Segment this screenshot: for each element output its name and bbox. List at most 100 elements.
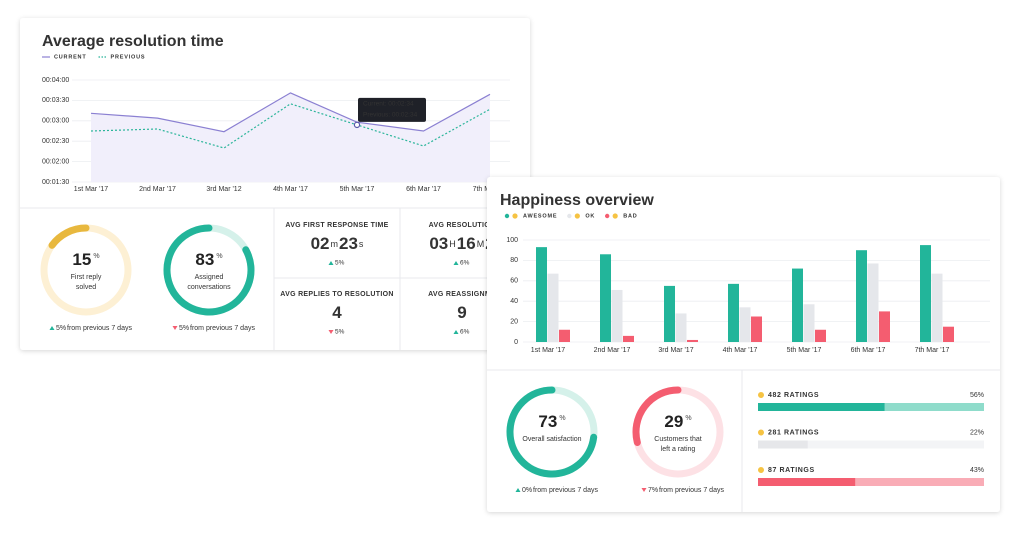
y-tick-label: 20 <box>510 318 518 325</box>
legend-label: OK <box>585 213 595 219</box>
legend-label: BAD <box>623 213 637 219</box>
rating-label: 87 RATINGS <box>768 467 815 474</box>
legend-swatch <box>604 213 610 219</box>
rating-label: 281 RATINGS <box>768 429 819 436</box>
x-tick-label: 4th Mar '17 <box>273 186 308 193</box>
x-tick-label: 2nd Mar '17 <box>594 347 631 354</box>
rating-bar <box>758 440 808 449</box>
y-tick-label: 80 <box>510 257 518 264</box>
metric-unit: s <box>359 239 364 249</box>
donut-arc <box>506 386 598 478</box>
bar <box>751 316 762 342</box>
y-tick-label: 100 <box>506 237 518 244</box>
bar <box>611 289 623 342</box>
donut-arc <box>632 386 682 446</box>
metric-value: 4 <box>332 303 342 322</box>
rating-share: 22% <box>970 429 984 436</box>
x-tick-label: 5th Mar '17 <box>340 186 375 193</box>
rating-icon <box>758 429 764 436</box>
trend-arrow <box>328 330 334 334</box>
rating-share: 56% <box>970 392 984 399</box>
x-tick-label: 1st Mar '17 <box>74 186 109 193</box>
y-tick-label: 00:04:00 <box>42 77 69 84</box>
bar <box>739 307 751 342</box>
metric-title: AVG RESOLUTION <box>429 222 496 229</box>
change-value: 6% <box>460 260 470 267</box>
change-note: from previous 7 days <box>659 487 724 494</box>
legend-icon <box>574 213 580 219</box>
donut-unit: % <box>559 415 565 422</box>
rating-bar <box>758 478 856 486</box>
rating-bar <box>758 403 885 411</box>
bar <box>536 247 547 342</box>
donut-label: solved <box>76 284 96 291</box>
trend-arrow <box>328 261 334 265</box>
change-value: 6% <box>460 329 470 336</box>
bar <box>943 326 954 342</box>
metric-title: AVG REPLIES TO RESOLUTION <box>280 291 393 298</box>
y-tick-label: 00:03:00 <box>42 118 69 125</box>
x-tick-label: 6th Mar '17 <box>406 186 441 193</box>
y-tick-label: 60 <box>510 278 518 285</box>
bar <box>879 311 890 342</box>
bar <box>675 313 687 342</box>
donut-unit: % <box>685 415 691 422</box>
metric-title: AVG FIRST RESPONSE TIME <box>285 222 388 229</box>
bar <box>559 329 570 342</box>
bar <box>664 285 675 342</box>
donut-arc <box>163 224 255 316</box>
donut-value: 29% <box>664 412 691 431</box>
y-tick-label: 00:02:00 <box>42 158 69 165</box>
metric-value: 9 <box>457 303 466 322</box>
trend-arrow <box>453 330 459 334</box>
card-background <box>20 18 530 350</box>
change-value: 0% <box>522 487 532 494</box>
metric-number: 03 <box>429 234 448 253</box>
rating-icon <box>758 392 764 398</box>
metric-title: AVG REASSIGNME <box>428 291 496 298</box>
chart-title: Happiness overview <box>500 192 654 209</box>
trend-arrow <box>49 326 55 330</box>
bar <box>815 329 826 342</box>
happiness-card: Happiness overview AWESOME OK BAD 0 20 40 60 80 1… <box>487 177 1000 512</box>
change-value: 7% <box>648 487 658 494</box>
change-value: 5% <box>179 325 189 332</box>
rating-track <box>758 478 984 486</box>
card-background <box>487 177 1000 512</box>
donut-arc <box>48 224 90 249</box>
bar <box>856 250 867 342</box>
change-note: from previous 7 days <box>533 487 598 494</box>
x-tick-label: 6th Mar '17 <box>851 347 886 354</box>
legend-icon <box>612 213 618 219</box>
metric-number: 02 <box>311 234 330 253</box>
donut-label: First reply <box>71 274 102 281</box>
trend-arrow <box>641 488 647 492</box>
donut-value: 73% <box>538 412 565 431</box>
bar <box>920 245 931 342</box>
bar <box>600 254 611 342</box>
x-tick-label: 1st Mar '17 <box>531 347 566 354</box>
metric-number: 9 <box>457 303 466 322</box>
bar <box>728 283 739 342</box>
x-tick-label: 5th Mar '17 <box>787 347 822 354</box>
legend-swatch <box>567 213 572 219</box>
metric-unit: H <box>449 239 456 249</box>
chart-title: Average resolution time <box>42 33 224 50</box>
y-tick-label: 00:01:30 <box>42 179 69 186</box>
donut-number: 15 <box>72 250 91 269</box>
y-tick-label: 00:02:30 <box>42 138 69 145</box>
x-tick-label: 4th Mar '17 <box>723 347 758 354</box>
donut-number: 73 <box>538 412 557 431</box>
metric-number: 16 <box>457 234 476 253</box>
metric-number: 4 <box>332 303 342 322</box>
donut-unit: % <box>216 253 222 260</box>
y-tick-label: 0 <box>514 339 518 346</box>
x-tick-label: 3rd Mar '17 <box>658 347 693 354</box>
change-note: from previous 7 days <box>67 325 132 332</box>
metric-value: 03H16M2 <box>429 234 494 253</box>
donut-label: Customers that <box>654 436 702 443</box>
tooltip-box <box>358 97 426 122</box>
donut-number: 29 <box>664 412 683 431</box>
